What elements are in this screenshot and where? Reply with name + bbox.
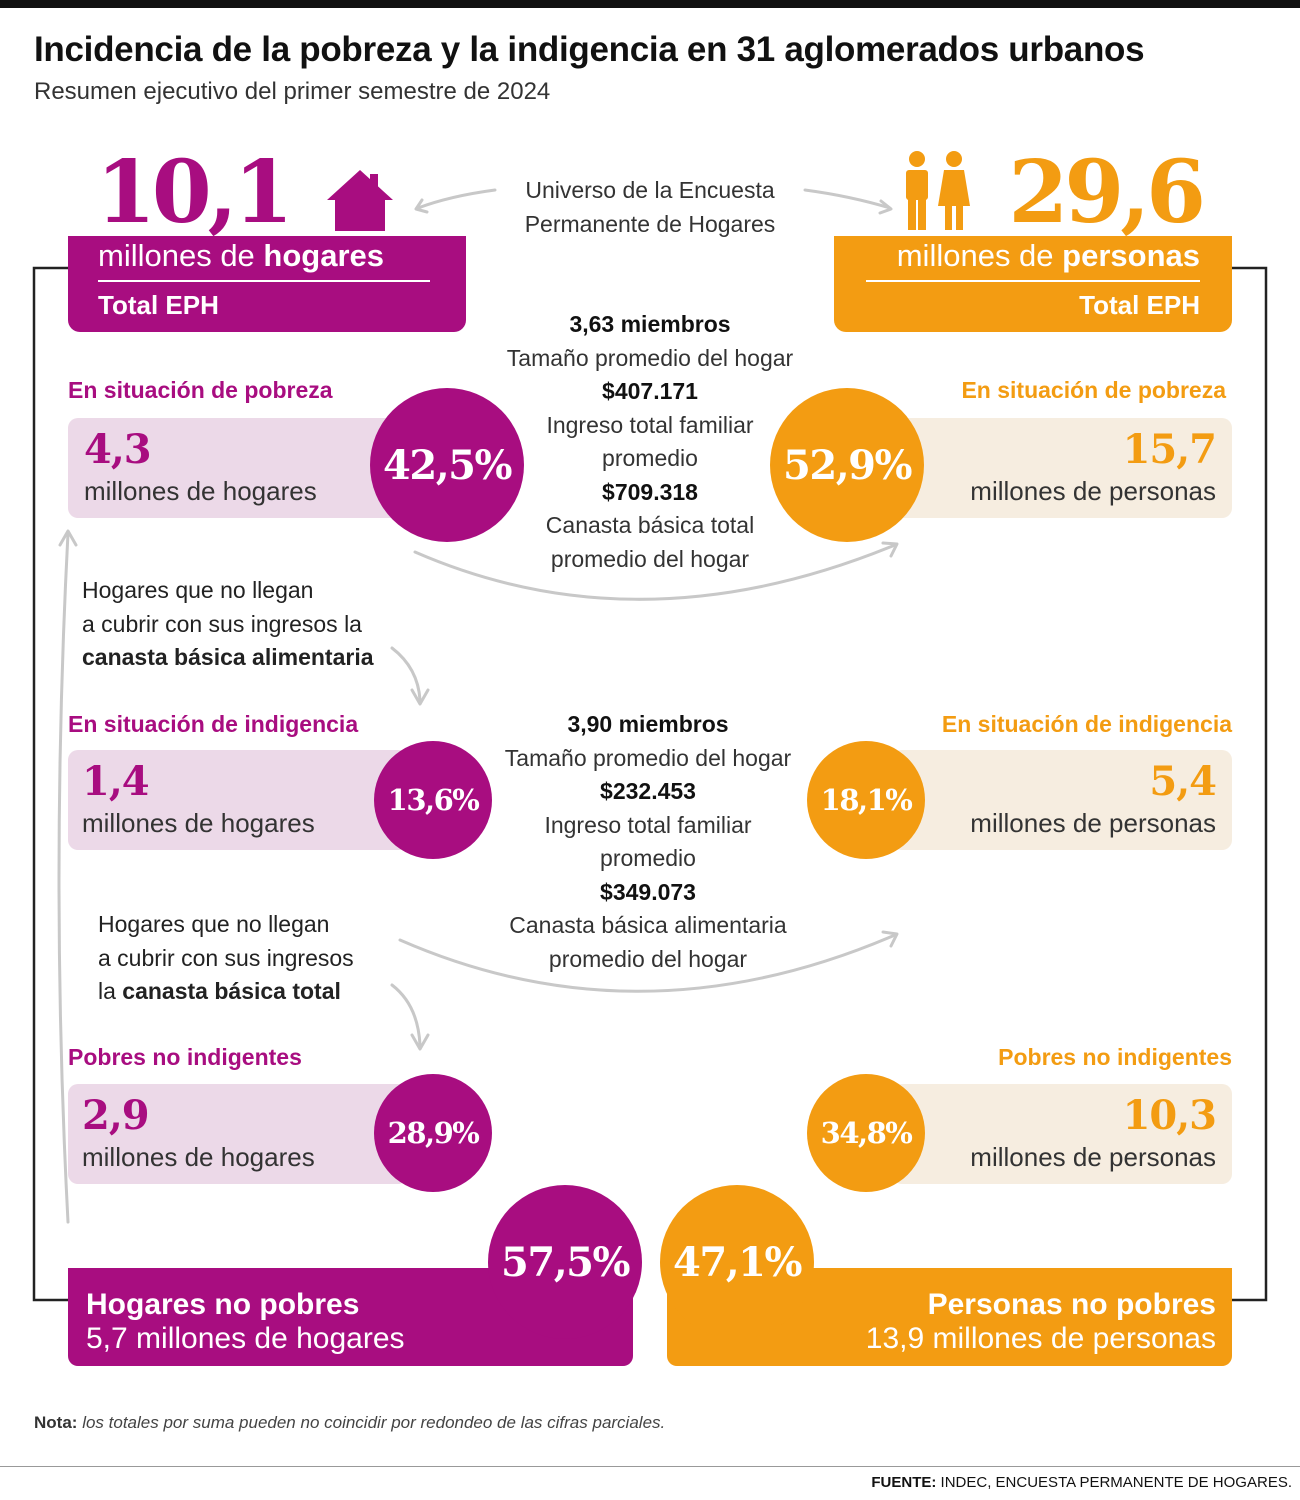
universe-line-2: Permanente de Hogares [524,210,776,237]
no-indigentes-personas-unit: millones de personas [970,1142,1216,1172]
indigencia-personas-value: 5,4 [1149,758,1217,805]
indigencia-hogares-value: 1,4 [82,758,150,805]
total-personas-label: Total EPH [1079,290,1200,320]
indigencia-ingreso: $232.453 [600,778,696,804]
pobreza-canasta-label-2: promedio del hogar [550,545,750,572]
top-bar [0,0,1300,8]
pobreza-miembros-label: Tamaño promedio del hogar [506,344,794,371]
total-personas-value: 29,6 [1008,142,1206,243]
indigencia-personas-pct: 18,1% [807,741,925,859]
no-indigentes-personas-value: 10,3 [1122,1092,1217,1139]
indigencia-personas-box: 5,4 millones de personas [892,750,1232,850]
pobreza-ingreso-label-2: promedio [602,445,698,471]
page-subtitle: Resumen ejecutivo del primer semestre de… [34,78,551,105]
no-indigentes-personas-box: 10,3 millones de personas [892,1084,1232,1184]
no-indigentes-personas-pct: 34,8% [807,1074,925,1192]
pobreza-ingreso: $407.171 [602,378,698,404]
footer-source: FUENTE: INDEC, ENCUESTA PERMANENTE DE HO… [871,1474,1292,1491]
total-personas-box: millones de personas Total EPH [834,236,1232,332]
pobreza-hogares-unit: millones de hogares [84,476,317,506]
pobreza-personas-box: 15,7 millones de personas [892,418,1232,518]
no-indigentes-hogares-pct: 28,9% [374,1074,492,1192]
indigencia-personas-heading: En situación de indigencia [941,711,1232,737]
no-pobres-hogares-detail: 5,7 millones de hogares [86,1322,405,1355]
no-indigentes-hogares-heading: Pobres no indigentes [68,1044,302,1070]
total-personas-line-pre: millones de [896,238,1063,273]
note-total-line-3-bold: canasta básica total [122,978,341,1004]
no-indigentes-hogares-box: 2,9 millones de hogares [68,1084,408,1184]
note-alimentaria: Hogares que no llegan a cubrir con sus i… [82,574,374,675]
pobreza-personas-unit: millones de personas [970,476,1216,506]
footer-source-label: FUENTE: [871,1474,937,1491]
no-pobres-personas-box: Personas no pobres 13,9 millones de pers… [667,1268,1232,1366]
no-pobres-personas-detail: 13,9 millones de personas [865,1322,1216,1355]
indigencia-canasta-label-2: promedio del hogar [548,945,748,972]
universe-label: Universo de la Encuesta Permanente de Ho… [490,174,810,241]
note-alimentaria-line-2: a cubrir con sus ingresos la [82,610,362,637]
total-hogares-rule [98,280,430,282]
people-icon [906,151,970,230]
page-title: Incidencia de la pobreza y la indigencia… [34,30,1145,69]
pobreza-hogares-value: 4,3 [84,426,152,473]
indigencia-hogares-pct: 13,6% [374,741,492,859]
footer-note-text: los totales por suma pueden no coincidir… [82,1413,666,1432]
universe-line-1: Universo de la Encuesta [525,177,775,203]
total-hogares-line: millones de hogares [98,238,430,274]
house-icon [327,170,393,231]
indigencia-canasta: $349.073 [600,878,696,905]
indigencia-hogares-box: 1,4 millones de hogares [68,750,408,850]
pobreza-canasta-label-1: Canasta básica total [545,512,755,538]
note-total: Hogares que no llegan a cubrir con sus i… [98,908,354,1009]
footer-note-label: Nota: [34,1413,78,1432]
indigencia-center-stats: 3,90 miembros Tamaño promedio del hogar … [460,708,836,976]
no-indigentes-personas-heading: Pobres no indigentes [998,1044,1232,1070]
total-personas-line-bold: personas [1062,238,1200,273]
pobreza-personas-heading: En situación de pobreza [961,377,1226,403]
indigencia-hogares-unit: millones de hogares [82,808,315,838]
indigencia-ingreso-label-2: promedio [600,845,696,871]
total-hogares-label: Total EPH [98,290,219,320]
no-pobres-hogares-pct: 57,5% [488,1185,642,1339]
pobreza-hogares-pct: 42,5% [370,388,524,542]
footer-note: Nota: los totales por suma pueden no coi… [34,1413,665,1433]
indigencia-personas-unit: millones de personas [970,808,1216,838]
total-hogares-line-pre: millones de [98,238,264,273]
pobreza-hogares-heading: En situación de pobreza [68,377,333,403]
no-indigentes-hogares-unit: millones de hogares [82,1142,315,1172]
pobreza-personas-pct: 52,9% [770,388,924,542]
no-indigentes-hogares-value: 2,9 [82,1092,150,1139]
indigencia-canasta-label-1: Canasta básica alimentaria [509,912,787,938]
pobreza-ingreso-label-1: Ingreso total familiar [546,411,754,438]
pobreza-miembros: 3,63 miembros [569,311,731,337]
indigencia-hogares-heading: En situación de indigencia [68,711,359,737]
total-hogares-line-bold: hogares [263,238,385,273]
pobreza-canasta: $709.318 [602,478,698,505]
no-pobres-personas-pct: 47,1% [660,1185,814,1339]
total-personas-line: millones de personas [866,238,1200,274]
total-hogares-value: 10,1 [96,142,293,243]
pobreza-hogares-box: 4,3 millones de hogares [68,418,408,518]
note-alimentaria-line-1: Hogares que no llegan [82,577,314,603]
note-total-line-3-pre: la [98,978,123,1004]
note-total-line-1: Hogares que no llegan [98,911,330,937]
no-pobres-personas-title: Personas no pobres [927,1288,1216,1321]
indigencia-ingreso-label-1: Ingreso total familiar [544,811,752,838]
note-total-line-2: a cubrir con sus ingresos [98,944,354,971]
pobreza-personas-value: 15,7 [1122,426,1217,473]
total-personas-rule [866,280,1200,282]
pobreza-center-stats: 3,63 miembros Tamaño promedio del hogar … [470,308,830,576]
no-pobres-hogares-title: Hogares no pobres [86,1288,360,1321]
indigencia-miembros-label: Tamaño promedio del hogar [504,744,792,771]
footer-source-text: INDEC, ENCUESTA PERMANENTE DE HOGARES. [940,1474,1292,1491]
note-alimentaria-line-3: canasta básica alimentaria [82,644,374,670]
footer-divider [0,1466,1300,1467]
indigencia-miembros: 3,90 miembros [567,711,729,737]
total-hogares-box: millones de hogares Total EPH [68,236,466,332]
